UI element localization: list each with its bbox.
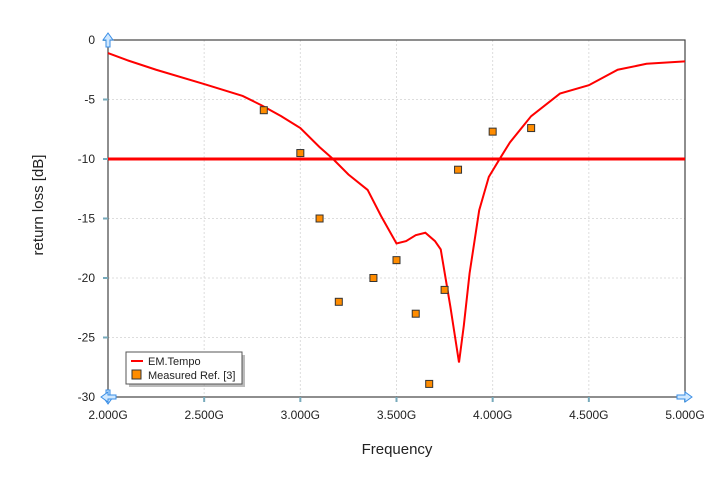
x-axis-label: Frequency (362, 441, 433, 458)
y-tick-label: -20 (78, 271, 96, 285)
measured-point (369, 274, 378, 282)
series-line-em-tempo (107, 52, 686, 363)
measured-point (488, 127, 497, 136)
legend-label-em-tempo: EM.Tempo (148, 356, 201, 368)
y-tick-label: -10 (78, 152, 96, 166)
legend-marker-swatch (131, 369, 142, 380)
x-tick-label: 2.000G (88, 408, 127, 422)
measured-point (440, 285, 449, 294)
series-points-measured (259, 106, 536, 388)
y-axis-scroll-arrow-top-icon[interactable] (102, 32, 114, 48)
x-tick-label: 3.500G (377, 408, 416, 422)
measured-point (527, 124, 536, 133)
measured-point (259, 106, 268, 115)
measured-point (454, 165, 463, 174)
y-tick-label: -5 (84, 93, 95, 107)
x-tick-label: 4.000G (473, 408, 512, 422)
y-tick-label: -25 (78, 331, 96, 345)
x-axis-scroll-arrow-right-icon[interactable] (676, 391, 693, 403)
tick-labels: 2.000G 2.500G 3.000G 3.500G 4.000G 4.500G 5.00… (78, 33, 705, 422)
legend: EM.Tempo Measured Ref. [3] (125, 351, 245, 387)
measured-point (425, 379, 434, 388)
measured-point (296, 149, 305, 158)
y-tick-label: 0 (88, 33, 95, 47)
measured-point (392, 256, 401, 265)
measured-point (334, 297, 343, 306)
x-tick-label: 5.000G (665, 408, 704, 422)
x-tick-label: 4.500G (569, 408, 608, 422)
grid (107, 39, 686, 398)
y-tick-label: -15 (78, 212, 96, 226)
y-axis-label: return loss [dB] (30, 155, 47, 256)
x-axis-scroll-arrow-left-icon[interactable] (100, 391, 117, 403)
y-tick-label: -30 (78, 390, 96, 404)
measured-point (411, 309, 420, 318)
x-tick-label: 2.500G (184, 408, 223, 422)
measured-point (315, 214, 324, 223)
x-tick-label: 3.000G (281, 408, 320, 422)
legend-label-measured: Measured Ref. [3] (148, 370, 235, 382)
